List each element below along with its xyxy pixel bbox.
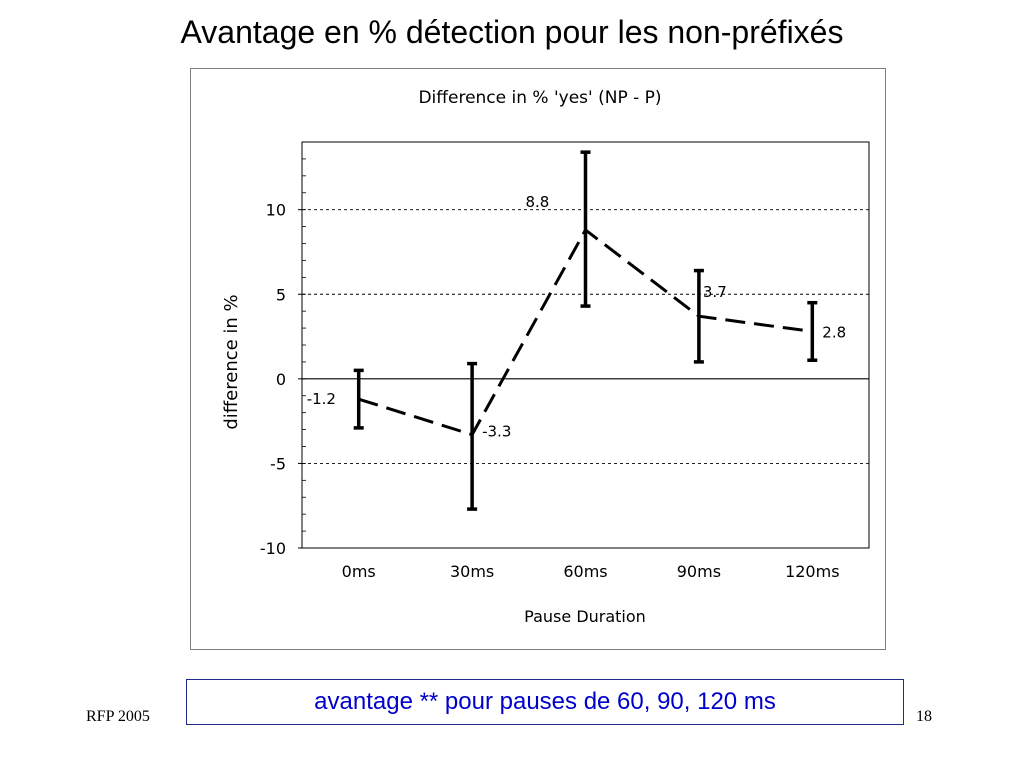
x-tick-label: 0ms bbox=[342, 562, 376, 581]
data-label: 8.8 bbox=[526, 193, 550, 211]
callout-box: avantage ** pour pauses de 60, 90, 120 m… bbox=[186, 679, 904, 725]
data-label: -1.2 bbox=[307, 390, 336, 408]
x-tick-label: 60ms bbox=[563, 562, 607, 581]
chart-frame: Difference in % 'yes' (NP - P) Pause Dur… bbox=[190, 68, 886, 650]
data-label: 2.8 bbox=[822, 323, 846, 341]
x-axis-label: Pause Duration bbox=[524, 607, 646, 626]
x-tick-label: 120ms bbox=[785, 562, 839, 581]
plot-layer: -10 -5 0 5 10 0ms 30ms 60ms 90ms 120ms -1.2 -3.3 8.8… bbox=[260, 141, 870, 581]
y-tick-label: 5 bbox=[276, 285, 286, 304]
y-tick-label: 10 bbox=[266, 201, 286, 220]
data-label: -3.3 bbox=[482, 423, 511, 441]
y-axis-label: difference in % bbox=[221, 294, 242, 429]
slide-title: Avantage en % détection pour les non-pré… bbox=[180, 14, 844, 50]
x-tick-label: 30ms bbox=[450, 562, 494, 581]
data-label: 3.7 bbox=[703, 283, 727, 301]
footer-label: RFP 2005 bbox=[86, 708, 150, 725]
page-number: 18 bbox=[916, 708, 932, 725]
y-tick-label: 0 bbox=[276, 370, 286, 389]
chart-title: Difference in % 'yes' (NP - P) bbox=[418, 88, 661, 108]
y-tick-label: -10 bbox=[260, 539, 286, 558]
x-tick-label: 90ms bbox=[677, 562, 721, 581]
chart-svg: Difference in % 'yes' (NP - P) Pause Dur… bbox=[221, 88, 870, 626]
y-tick-label: -5 bbox=[270, 454, 286, 473]
